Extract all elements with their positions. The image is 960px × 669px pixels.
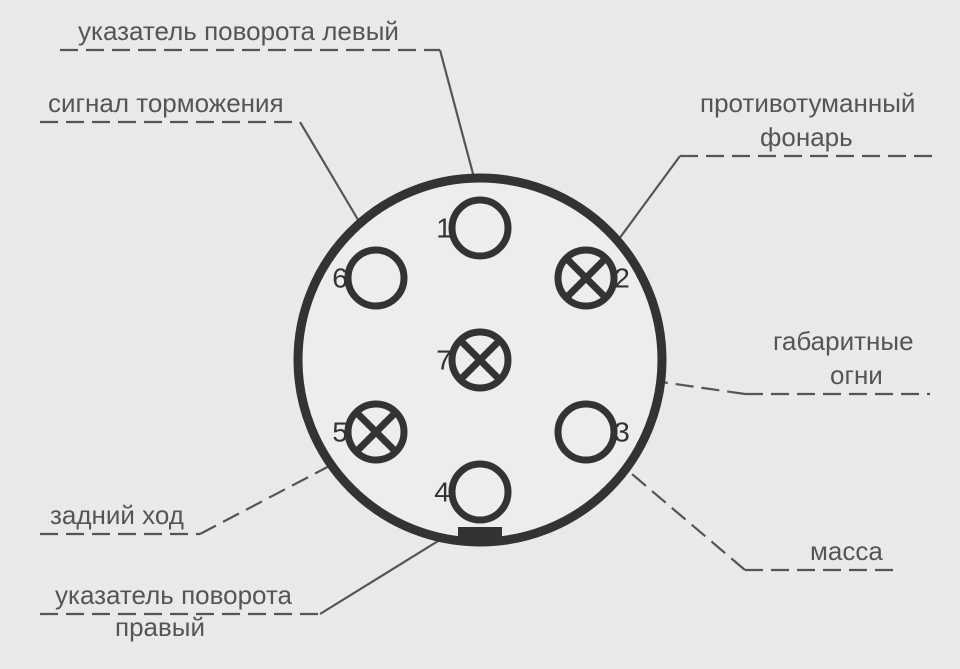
label-left-turn: указатель поворота левый (60, 16, 440, 50)
pin-3-ring (558, 404, 614, 460)
label-side-lights-text-1: огни (830, 360, 883, 390)
pin-1-ring (452, 200, 508, 256)
label-fog-text-1: фонарь (760, 122, 853, 152)
label-ground-text-0: масса (810, 536, 883, 566)
pin-6-number: 6 (332, 263, 348, 294)
pin-7-number: 7 (436, 345, 452, 376)
pin-3-number: 3 (614, 417, 630, 448)
label-right-turn-text-1: правый (115, 612, 205, 642)
connector-key-notch (458, 527, 502, 539)
label-side-lights-text-0: габаритные (773, 326, 914, 356)
label-reverse: задний ход (40, 500, 200, 534)
label-brake: сигнал торможения (40, 88, 300, 122)
label-fog-text-0: противотуманный (700, 88, 915, 118)
pin-6-ring (348, 250, 404, 306)
connector-diagram: 1 2 3 4 5 6 7 указатель поворота левый сигнал то… (0, 0, 960, 669)
label-right-turn-text-0: указатель поворота (55, 580, 293, 610)
label-left-turn-text-0: указатель поворота левый (78, 16, 399, 46)
pin-1-number: 1 (436, 213, 452, 244)
label-brake-text-0: сигнал торможения (48, 88, 284, 118)
pin-4-ring (452, 464, 508, 520)
label-reverse-text-0: задний ход (50, 500, 184, 530)
pin-4-number: 4 (434, 477, 450, 508)
pin-5-number: 5 (332, 417, 348, 448)
pin-2-number: 2 (614, 263, 630, 294)
